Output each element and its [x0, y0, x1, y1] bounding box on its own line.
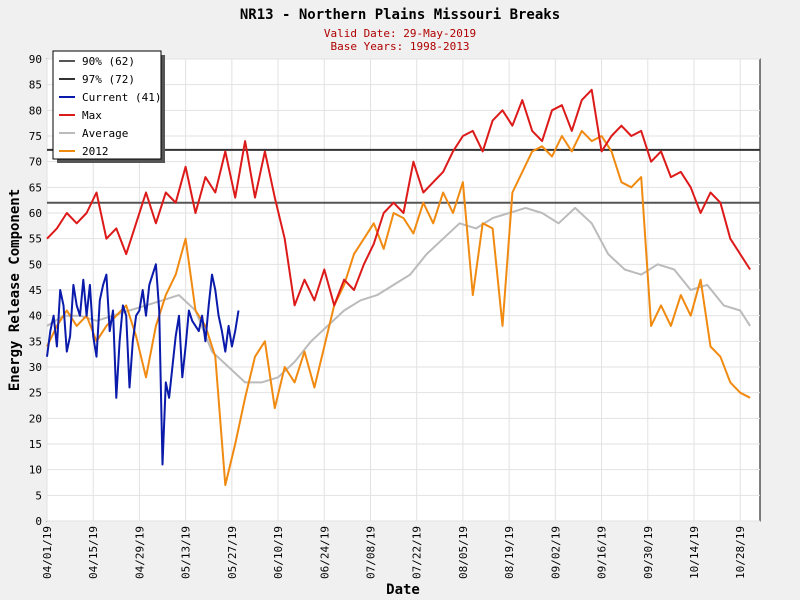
chart-subtitle-valid-date: Valid Date: 29-May-2019 [324, 27, 476, 40]
legend-label: 2012 [82, 145, 109, 158]
reference-lines [47, 148, 760, 204]
y-tick-label: 85 [29, 79, 42, 92]
y-tick-label: 55 [29, 233, 42, 246]
legend: 90% (62) 97% (72) Current (41) Max Average 20… [52, 50, 165, 163]
legend-label: Current (41) [82, 91, 161, 104]
chart-subtitle-base-years: Base Years: 1998-2013 [330, 40, 469, 53]
x-tick-label: 08/19/19 [503, 526, 516, 579]
x-tick-label: 08/05/19 [457, 526, 470, 579]
x-tick-label: 05/27/19 [226, 526, 239, 579]
y-tick-label: 35 [29, 335, 42, 348]
x-tick-label: 10/14/19 [688, 526, 701, 579]
y-tick-label: 25 [29, 387, 42, 400]
y-tick-label: 10 [29, 464, 42, 477]
y-axis-ticks: 0 5 10 15 20 25 30 35 40 45 50 55 60 65 70 75 80 85 90 [29, 53, 42, 528]
y-tick-label: 30 [29, 361, 42, 374]
x-tick-label: 04/15/19 [87, 526, 100, 579]
x-tick-label: 09/02/19 [549, 526, 562, 579]
legend-label: 97% (72) [82, 73, 135, 86]
legend-label: Average [82, 127, 128, 140]
legend-label: 90% (62) [82, 55, 135, 68]
y-tick-label: 5 [35, 489, 42, 502]
series-line [46, 88, 751, 307]
legend-box [52, 50, 162, 160]
x-axis-ticks: 04/01/19 04/15/19 04/29/19 05/13/19 05/27/19… [41, 526, 747, 579]
series-line [46, 263, 240, 466]
x-tick-label: 06/24/19 [318, 526, 331, 579]
y-tick-label: 45 [29, 284, 42, 297]
x-axis-label: Date [386, 582, 420, 598]
x-tick-label: 07/22/19 [411, 526, 424, 579]
x-tick-label: 09/30/19 [642, 526, 655, 579]
x-tick-label: 05/13/19 [180, 526, 193, 579]
y-tick-label: 90 [29, 53, 42, 66]
y-tick-label: 65 [29, 181, 42, 194]
y-tick-label: 40 [29, 310, 42, 323]
y-tick-label: 80 [29, 104, 42, 117]
y-tick-label: 0 [35, 515, 42, 528]
y-axis-label: Energy Release Component [7, 189, 23, 391]
x-tick-label: 09/16/19 [596, 526, 609, 579]
y-tick-label: 50 [29, 258, 42, 271]
x-tick-label: 04/01/19 [41, 526, 54, 579]
y-tick-label: 15 [29, 438, 42, 451]
series-group [46, 88, 751, 487]
chart-title: NR13 - Northern Plains Missouri Breaks [240, 7, 560, 23]
series-line [46, 129, 751, 487]
x-tick-label: 10/28/19 [734, 526, 747, 579]
y-tick-label: 70 [29, 156, 42, 169]
y-tick-label: 60 [29, 207, 42, 220]
x-tick-label: 04/29/19 [133, 526, 146, 579]
x-tick-label: 07/08/19 [364, 526, 377, 579]
x-tick-label: 06/10/19 [272, 526, 285, 579]
y-tick-label: 75 [29, 130, 42, 143]
y-tick-label: 20 [29, 412, 42, 425]
legend-label: Max [82, 109, 102, 122]
